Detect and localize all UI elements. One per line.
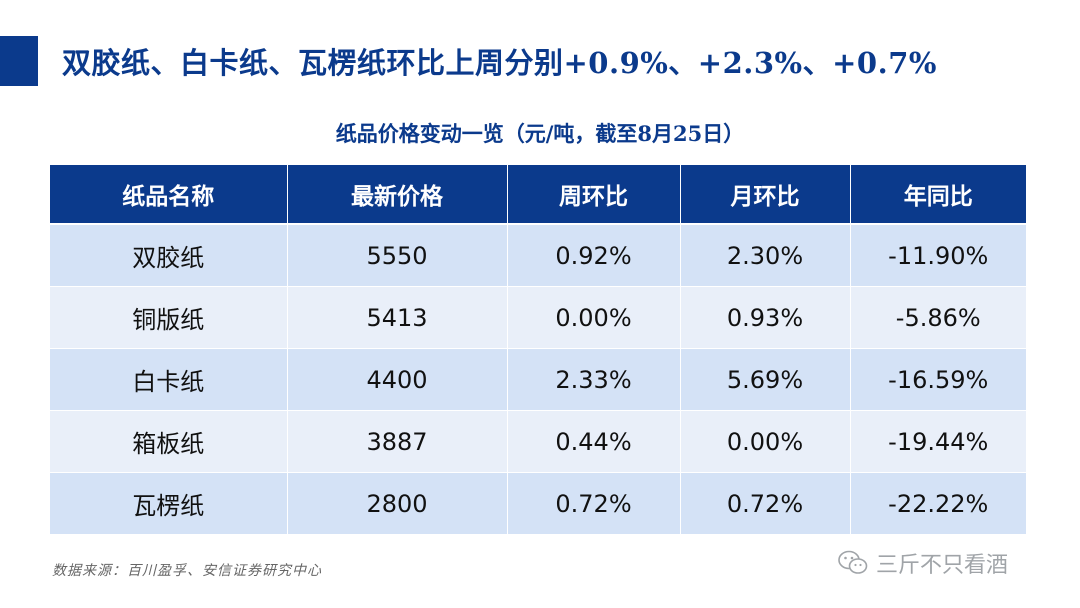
table-row: 双胶纸 5550 0.92% 2.30% -11.90%: [50, 224, 1026, 287]
week-change-cell: 0.92%: [507, 224, 681, 287]
table-title: 纸品价格变动一览（元/吨，截至8月25日）: [335, 121, 745, 146]
paper-name-cell: 箱板纸: [50, 410, 288, 473]
month-change-cell: 5.69%: [680, 348, 851, 411]
table-row: 白卡纸 4400 2.33% 5.69% -16.59%: [50, 348, 1026, 411]
title-accent-bar: [0, 36, 38, 86]
paper-name-cell: 铜版纸: [50, 286, 288, 349]
paper-name-cell: 白卡纸: [50, 348, 288, 411]
latest-price-cell: 5550: [287, 224, 508, 287]
data-source-note: 数据来源：百川盈孚、安信证券研究中心: [52, 563, 322, 579]
month-change-cell: 0.00%: [680, 410, 851, 473]
year-change-cell: -19.44%: [850, 410, 1026, 473]
latest-price-cell: 3887: [287, 410, 508, 473]
month-change-cell: 2.30%: [680, 224, 851, 287]
table-row: 铜版纸 5413 0.00% 0.93% -5.86%: [50, 286, 1026, 349]
month-change-cell: 0.93%: [680, 286, 851, 349]
table-header-row: 纸品名称 最新价格 周环比 月环比 年同比: [50, 165, 1026, 225]
week-change-cell: 2.33%: [507, 348, 681, 411]
page-headline: 双胶纸、白卡纸、瓦楞纸环比上周分别+0.9%、+2.3%、+0.7%: [62, 46, 937, 80]
wechat-icon: [838, 550, 868, 574]
week-change-cell: 0.44%: [507, 410, 681, 473]
year-change-cell: -5.86%: [850, 286, 1026, 349]
column-header: 纸品名称: [50, 165, 288, 225]
paper-name-cell: 瓦楞纸: [50, 472, 288, 535]
watermark-text: 三斤不只看酒: [876, 553, 1009, 578]
week-change-cell: 0.00%: [507, 286, 681, 349]
latest-price-cell: 2800: [287, 472, 508, 535]
latest-price-cell: 4400: [287, 348, 508, 411]
column-header: 年同比: [850, 165, 1026, 225]
column-header: 周环比: [507, 165, 681, 225]
column-header: 最新价格: [287, 165, 508, 225]
watermark: 三斤不只看酒: [838, 548, 1008, 578]
table-row: 瓦楞纸 2800 0.72% 0.72% -22.22%: [50, 472, 1026, 535]
table-row: 箱板纸 3887 0.44% 0.00% -19.44%: [50, 410, 1026, 473]
month-change-cell: 0.72%: [680, 472, 851, 535]
year-change-cell: -22.22%: [850, 472, 1026, 535]
paper-name-cell: 双胶纸: [50, 224, 288, 287]
year-change-cell: -11.90%: [850, 224, 1026, 287]
year-change-cell: -16.59%: [850, 348, 1026, 411]
latest-price-cell: 5413: [287, 286, 508, 349]
week-change-cell: 0.72%: [507, 472, 681, 535]
column-header: 月环比: [680, 165, 851, 225]
price-table: 纸品名称 最新价格 周环比 月环比 年同比 双胶纸 5550 0.92% 2.3…: [50, 165, 1026, 535]
